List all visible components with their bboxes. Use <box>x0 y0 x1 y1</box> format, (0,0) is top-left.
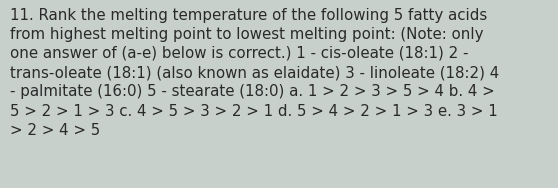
Text: 11. Rank the melting temperature of the following 5 fatty acids
from highest mel: 11. Rank the melting temperature of the … <box>10 8 499 138</box>
